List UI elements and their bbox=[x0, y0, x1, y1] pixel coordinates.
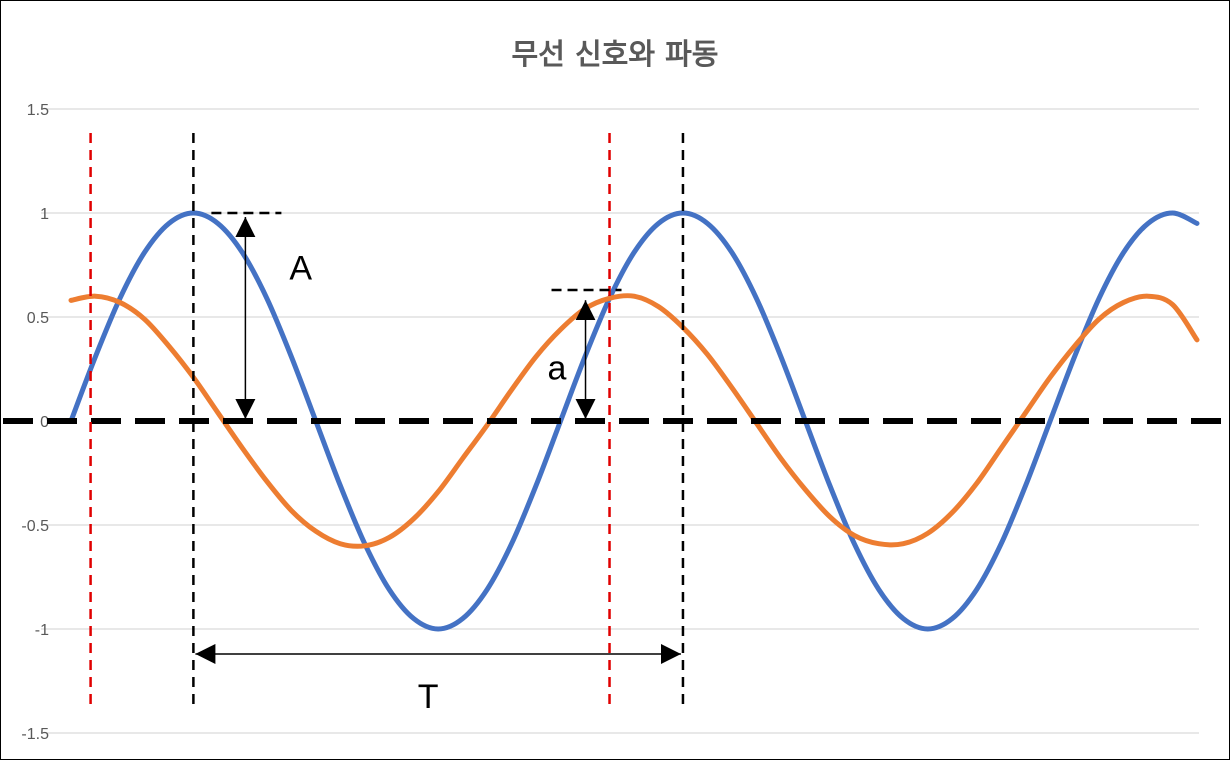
y-tick-label: -0.5 bbox=[21, 518, 49, 535]
series-layer bbox=[68, 210, 1200, 632]
y-tick-label: -1 bbox=[35, 622, 49, 639]
period-label: T bbox=[418, 678, 439, 716]
series-line-2 bbox=[68, 293, 1200, 549]
y-tick-label: 1 bbox=[40, 206, 49, 223]
y-tick-label: -1.5 bbox=[21, 726, 49, 743]
y-tick-label: 0 bbox=[40, 414, 49, 431]
y-tick-label: 1.5 bbox=[27, 102, 49, 119]
chart-title: 무선 신호와 파동 bbox=[511, 37, 719, 71]
y-tick-label: 0.5 bbox=[27, 310, 49, 327]
amplitude-label: A bbox=[289, 250, 312, 288]
small-amplitude-label: a bbox=[548, 349, 567, 387]
annotation-layer: Aa T bbox=[195, 211, 681, 716]
y-tick-labels: 1.5 1 0.5 0 -0.5 -1 -1.5 bbox=[21, 102, 49, 743]
reference-lines bbox=[3, 133, 1227, 709]
series-line-1 bbox=[68, 210, 1200, 632]
